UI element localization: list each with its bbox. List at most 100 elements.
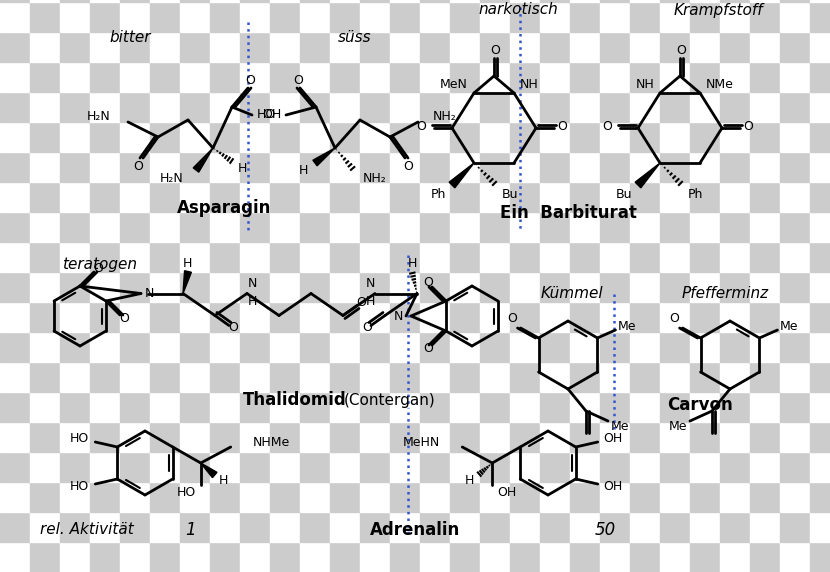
Bar (360, 182, 390, 212)
Text: O: O (403, 161, 413, 173)
Bar (600, 332, 630, 362)
Bar (150, 182, 180, 212)
Bar (390, 32, 420, 62)
Bar (360, 242, 390, 272)
Bar (90, 512, 120, 542)
Bar (750, 152, 780, 182)
Bar (510, 332, 540, 362)
Bar (630, 62, 660, 92)
Bar (510, 122, 540, 152)
Bar (660, 152, 690, 182)
Bar (810, 392, 830, 422)
Text: NH₂: NH₂ (433, 110, 456, 124)
Bar (210, 152, 240, 182)
Bar (510, 92, 540, 122)
Text: O: O (676, 43, 686, 57)
Bar (780, 302, 810, 332)
Bar (510, 422, 540, 452)
Bar (300, 542, 330, 572)
Bar (540, 542, 570, 572)
Text: H₂N: H₂N (86, 110, 110, 124)
Bar (690, 542, 720, 572)
Bar (720, 242, 750, 272)
Bar (330, 512, 360, 542)
Bar (780, 212, 810, 242)
Bar (420, 62, 450, 92)
Bar (510, 392, 540, 422)
Bar (690, 362, 720, 392)
Text: Pfefferminz: Pfefferminz (681, 287, 769, 301)
Bar (570, 452, 600, 482)
Bar (810, 122, 830, 152)
Bar (180, 512, 210, 542)
Bar (270, 272, 300, 302)
Bar (510, 302, 540, 332)
Bar (420, 362, 450, 392)
Polygon shape (313, 148, 335, 166)
Bar (90, 452, 120, 482)
Bar (30, 182, 60, 212)
Text: OH: OH (603, 432, 623, 446)
Text: N: N (144, 287, 154, 300)
Bar (600, 122, 630, 152)
Bar (180, 332, 210, 362)
Bar (420, 2, 450, 32)
Bar (120, 362, 150, 392)
Bar (420, 32, 450, 62)
Bar (570, 122, 600, 152)
Bar (390, 452, 420, 482)
Bar (510, 482, 540, 512)
Bar (360, 272, 390, 302)
Bar (300, 422, 330, 452)
Text: H: H (465, 475, 474, 487)
Bar (180, 2, 210, 32)
Text: O: O (119, 312, 129, 325)
Bar (240, 362, 270, 392)
Text: O: O (228, 321, 238, 334)
Bar (390, 152, 420, 182)
Bar (360, 0, 390, 2)
Text: OH: OH (262, 108, 281, 121)
Bar (660, 182, 690, 212)
Bar (570, 542, 600, 572)
Bar (300, 152, 330, 182)
Text: Bu: Bu (616, 189, 632, 201)
Bar (480, 122, 510, 152)
Bar (420, 212, 450, 242)
Bar (810, 152, 830, 182)
Bar (60, 122, 90, 152)
Bar (720, 122, 750, 152)
Bar (720, 302, 750, 332)
Bar (450, 92, 480, 122)
Text: H: H (219, 475, 228, 487)
Bar (570, 272, 600, 302)
Bar (480, 302, 510, 332)
Bar (450, 152, 480, 182)
Bar (660, 92, 690, 122)
Bar (390, 392, 420, 422)
Bar (330, 152, 360, 182)
Bar (240, 0, 270, 2)
Bar (90, 302, 120, 332)
Bar (720, 32, 750, 62)
Bar (360, 362, 390, 392)
Bar (630, 362, 660, 392)
Bar (30, 122, 60, 152)
Bar (240, 272, 270, 302)
Bar (540, 272, 570, 302)
Bar (690, 392, 720, 422)
Text: O: O (93, 261, 103, 275)
Bar (750, 362, 780, 392)
Bar (150, 452, 180, 482)
Bar (540, 0, 570, 2)
Bar (90, 392, 120, 422)
Bar (240, 32, 270, 62)
Text: NH: NH (635, 78, 654, 92)
Bar (600, 92, 630, 122)
Bar (120, 302, 150, 332)
Bar (480, 182, 510, 212)
Bar (390, 272, 420, 302)
Bar (180, 392, 210, 422)
Bar (810, 482, 830, 512)
Bar (60, 32, 90, 62)
